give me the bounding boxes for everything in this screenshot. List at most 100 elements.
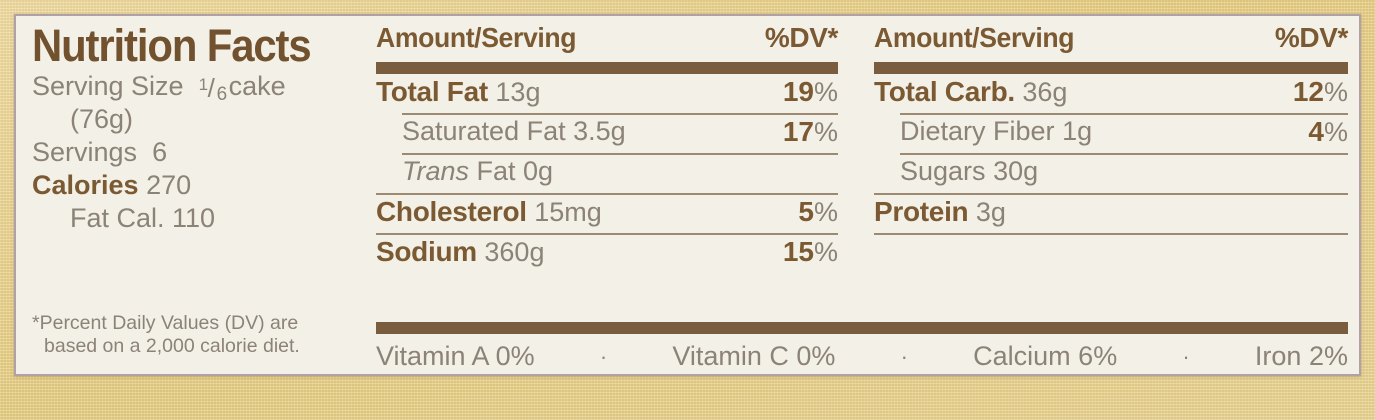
servings-value: 6: [152, 137, 168, 167]
nutrient-row-sodium: Sodium 360g 15%: [376, 235, 838, 273]
column-header-right: Amount/Serving %DV*: [874, 22, 1348, 62]
fat-calories-line: Fat Cal. 110: [70, 203, 216, 233]
nutrient-row-total-carb: Total Carb. 36g 12%: [874, 75, 1348, 113]
nutrient-name: Dietary Fiber: [900, 116, 1055, 146]
vitamins-rule: [376, 322, 1348, 334]
nutrition-facts-panel: Nutrition Facts Serving Size 1 / 6 cake …: [14, 14, 1361, 376]
dv-value: 5: [798, 196, 814, 227]
vitamin-label: Vitamin A: [376, 341, 489, 371]
dv-unit: %: [1323, 117, 1348, 147]
dv-value: 12: [1292, 76, 1324, 107]
dv-value: 19: [782, 76, 814, 107]
nutrient-dv: 15%: [783, 236, 838, 268]
iron-entry: Iron 2%: [1255, 341, 1348, 372]
nutrient-label: Sodium 360g: [376, 236, 544, 268]
dv-value: 17: [782, 116, 814, 147]
nutrient-label: Cholesterol 15mg: [376, 196, 602, 228]
vitamin-label: Calcium: [973, 341, 1071, 371]
separator-dot: ·: [1182, 343, 1190, 369]
row-divider: [376, 193, 838, 195]
nutrient-label: Sugars 30g: [900, 156, 1038, 187]
column-header-middle: Amount/Serving %DV*: [376, 22, 838, 62]
row-divider: [874, 193, 1348, 195]
nutrient-amount: Fat 0g: [476, 156, 554, 186]
nutrient-amount: 13g: [495, 77, 541, 107]
fraction-slash: /: [207, 73, 215, 103]
row-divider: [402, 153, 838, 155]
nutrient-label: Protein 3g: [874, 196, 1006, 228]
dv-value: 4: [1308, 116, 1324, 147]
nutrient-name: Total Carb.: [874, 76, 1015, 107]
footnote-line-1: *Percent Daily Values (DV) are: [32, 312, 299, 334]
dv-unit: %: [813, 117, 838, 147]
vitamin-c-entry: Vitamin C 0%: [672, 341, 835, 372]
vitamin-value: 2%: [1308, 341, 1348, 371]
amount-per-serving-heading: Amount/Serving: [376, 22, 577, 53]
nutrient-name: Saturated Fat: [402, 116, 566, 146]
row-divider: [376, 233, 838, 235]
percent-dv-heading: %DV*: [1274, 22, 1348, 53]
nutrient-name: Sodium: [376, 236, 477, 267]
fraction-numerator: 1: [198, 75, 209, 94]
nutrient-name: Total Fat: [376, 76, 488, 107]
footnote-line-2: based on a 2,000 calorie diet.: [44, 335, 300, 357]
serving-size-label: Serving Size: [32, 71, 184, 101]
separator-dot: ·: [599, 343, 608, 369]
nutrient-amount: 3.5g: [573, 116, 626, 146]
vitamin-label: Iron: [1254, 341, 1302, 371]
vitamins-row: Vitamin A 0% · Vitamin C 0% · Calcium 6%…: [376, 334, 1348, 372]
nutrient-label: Saturated Fat 3.5g: [402, 116, 626, 147]
page-title: Nutrition Facts: [32, 20, 312, 71]
nutrient-column-right: Amount/Serving %DV* Total Carb. 36g 12% …: [874, 22, 1348, 235]
nutrient-label: Trans Fat 0g: [402, 156, 553, 187]
row-divider: [900, 153, 1348, 155]
fraction-denominator: 6: [216, 84, 228, 105]
daily-value-footnote: *Percent Daily Values (DV) are based on …: [32, 312, 362, 358]
nutrient-label: Total Carb. 36g: [874, 76, 1067, 108]
serving-size-line: Serving Size 1 / 6 cake: [32, 70, 372, 105]
dv-unit: %: [1323, 77, 1348, 107]
nutrient-dv: 4%: [1308, 116, 1348, 148]
amount-per-serving-heading: Amount/Serving: [874, 22, 1075, 53]
nutrient-amount: 360g: [484, 237, 545, 267]
dv-unit: %: [813, 197, 838, 227]
nutrient-label: Total Fat 13g: [376, 76, 540, 108]
vitamin-label: Vitamin C: [672, 341, 789, 371]
serving-size-fraction: 1 / 6: [198, 71, 229, 105]
row-divider: [900, 113, 1348, 115]
row-divider: [402, 113, 838, 115]
vitamins-section: Vitamin A 0% · Vitamin C 0% · Calcium 6%…: [376, 322, 1348, 372]
serving-info-column: Nutrition Facts Serving Size 1 / 6 cake …: [32, 22, 372, 235]
servings-label: Servings: [32, 137, 138, 167]
nutrient-dv: 17%: [783, 116, 838, 148]
servings-line: Servings 6: [32, 136, 372, 169]
nutrient-amount: 15mg: [534, 197, 602, 227]
nutrient-row-total-fat: Total Fat 13g 19%: [376, 75, 838, 113]
separator-dot: ·: [900, 343, 908, 369]
dv-value: 15: [782, 236, 814, 267]
calories-label: Calories: [32, 170, 139, 200]
percent-dv-heading: %DV*: [764, 22, 838, 53]
nutrient-name: Sugars: [900, 156, 986, 186]
nutrient-row-dietary-fiber: Dietary Fiber 1g 4%: [874, 115, 1348, 153]
header-rule: [376, 62, 838, 74]
serving-size-unit: cake: [228, 71, 286, 101]
nutrient-row-protein: Protein 3g: [874, 195, 1348, 233]
vitamin-value: 0%: [796, 341, 836, 371]
calories-value: 270: [146, 170, 192, 200]
nutrient-dv: 5%: [798, 196, 838, 228]
dv-unit: %: [813, 237, 838, 267]
vitamin-a-entry: Vitamin A 0%: [376, 341, 535, 372]
nutrient-dv: 19%: [783, 76, 838, 108]
dv-unit: %: [813, 77, 838, 107]
nutrient-amount: 30g: [993, 156, 1039, 186]
vitamin-value: 6%: [1078, 341, 1118, 371]
row-divider: [874, 233, 1348, 235]
nutrient-dv: 12%: [1293, 76, 1348, 108]
calories-line: Calories 270: [32, 169, 372, 202]
nutrient-amount: 1g: [1062, 116, 1093, 146]
nutrient-name: Cholesterol: [376, 196, 527, 227]
nutrient-amount: 3g: [975, 197, 1006, 227]
nutrient-amount: 36g: [1022, 77, 1068, 107]
header-rule: [874, 62, 1348, 74]
